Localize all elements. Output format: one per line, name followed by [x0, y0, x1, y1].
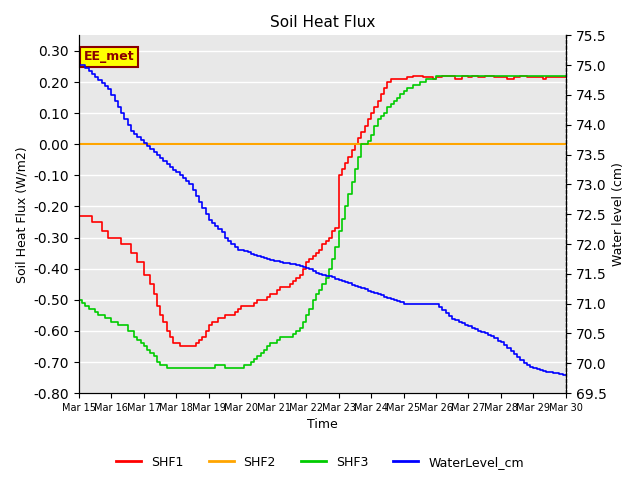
Legend: SHF1, SHF2, SHF3, WaterLevel_cm: SHF1, SHF2, SHF3, WaterLevel_cm	[111, 451, 529, 474]
Y-axis label: Water level (cm): Water level (cm)	[612, 162, 625, 266]
Text: EE_met: EE_met	[84, 50, 134, 63]
Title: Soil Heat Flux: Soil Heat Flux	[269, 15, 375, 30]
Y-axis label: Soil Heat Flux (W/m2): Soil Heat Flux (W/m2)	[15, 146, 28, 283]
X-axis label: Time: Time	[307, 419, 338, 432]
